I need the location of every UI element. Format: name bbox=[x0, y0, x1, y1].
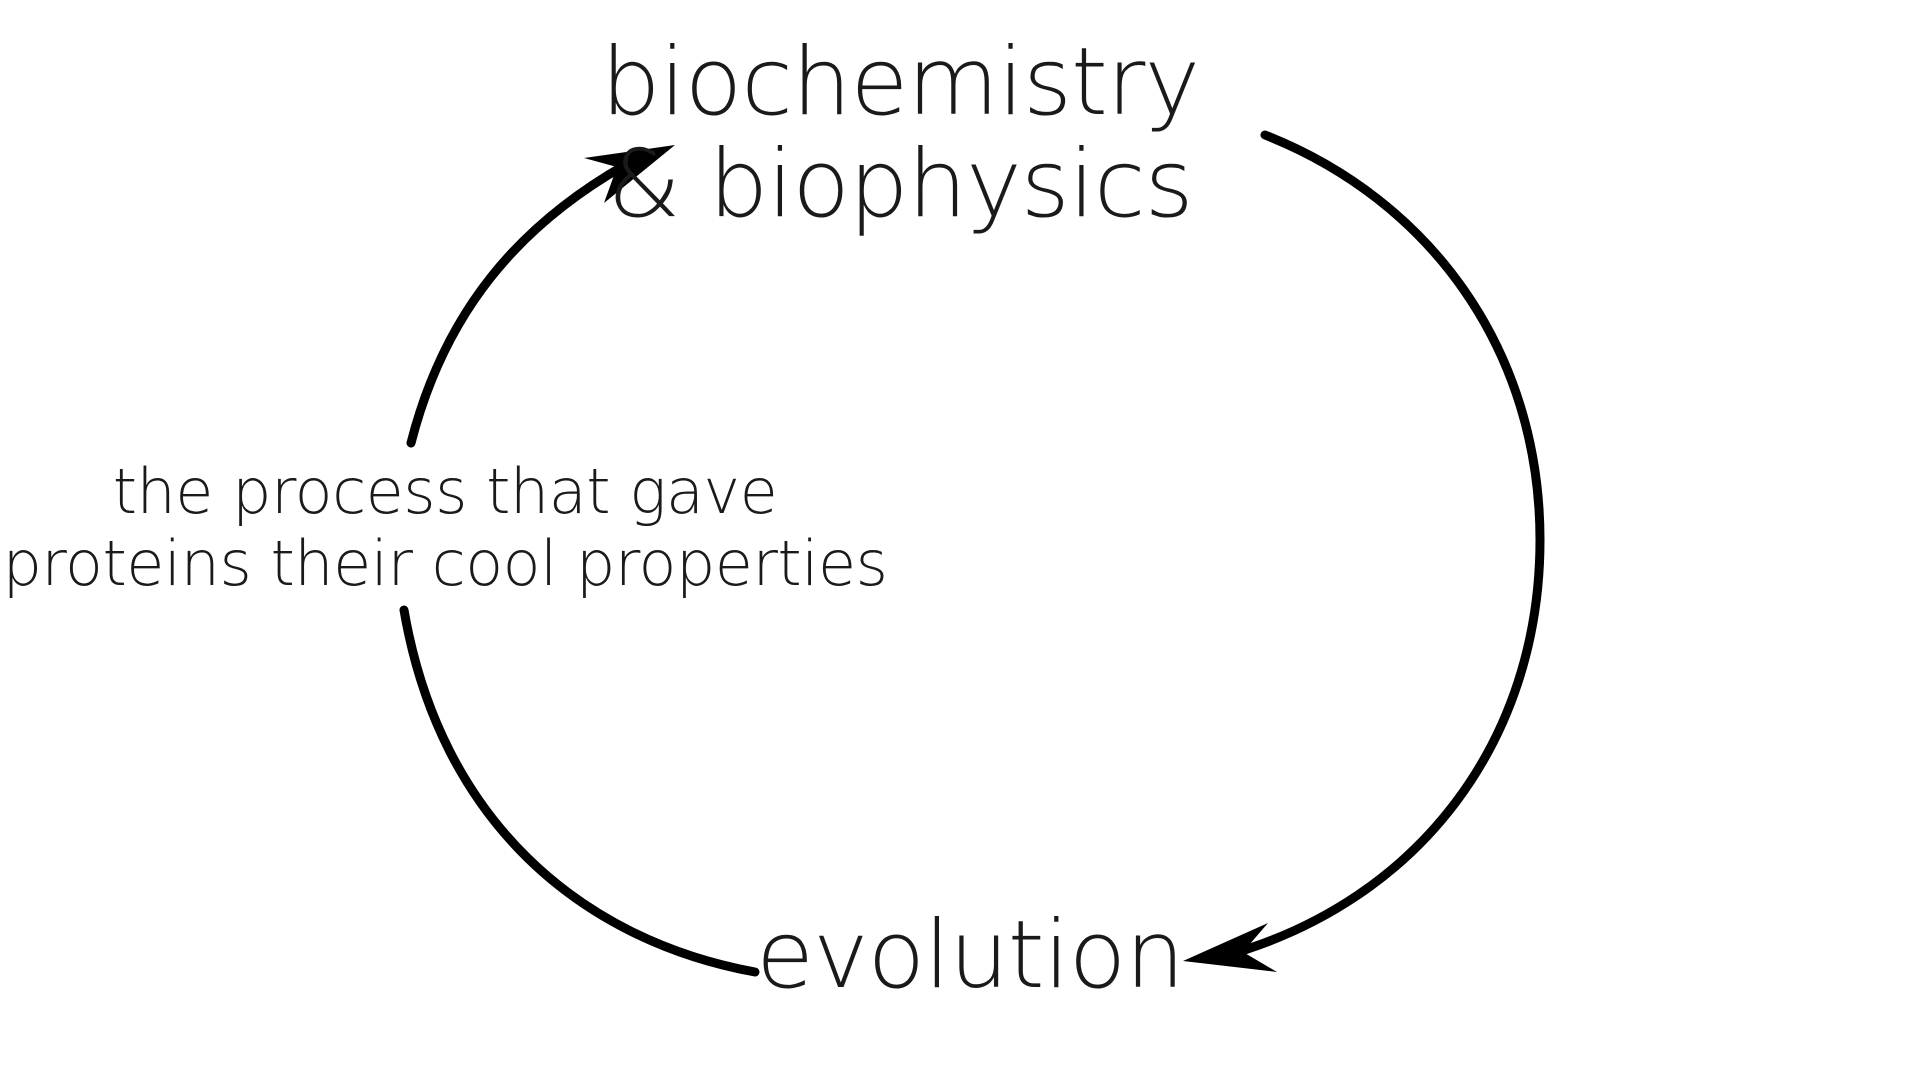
node-biochemistry-biophysics: biochemistry & biophysics bbox=[550, 32, 1250, 236]
node-top-line1: biochemistry bbox=[600, 28, 1200, 137]
arrowhead-upper-left bbox=[584, 145, 675, 203]
arc-right bbox=[1223, 130, 1545, 960]
arc-lower-left bbox=[399, 605, 760, 977]
node-evolution: evolution bbox=[750, 905, 1190, 1007]
node-bottom-text: evolution bbox=[756, 901, 1185, 1010]
edge-label-line2: proteins their cool properties bbox=[2, 527, 888, 600]
edge-label-process: the process that gave proteins their coo… bbox=[0, 456, 890, 600]
arrowhead-right bbox=[1183, 923, 1277, 972]
arc-upper-left bbox=[406, 160, 630, 448]
node-top-line2: & biophysics bbox=[607, 130, 1193, 239]
edge-label-line1: the process that gave bbox=[112, 455, 778, 528]
